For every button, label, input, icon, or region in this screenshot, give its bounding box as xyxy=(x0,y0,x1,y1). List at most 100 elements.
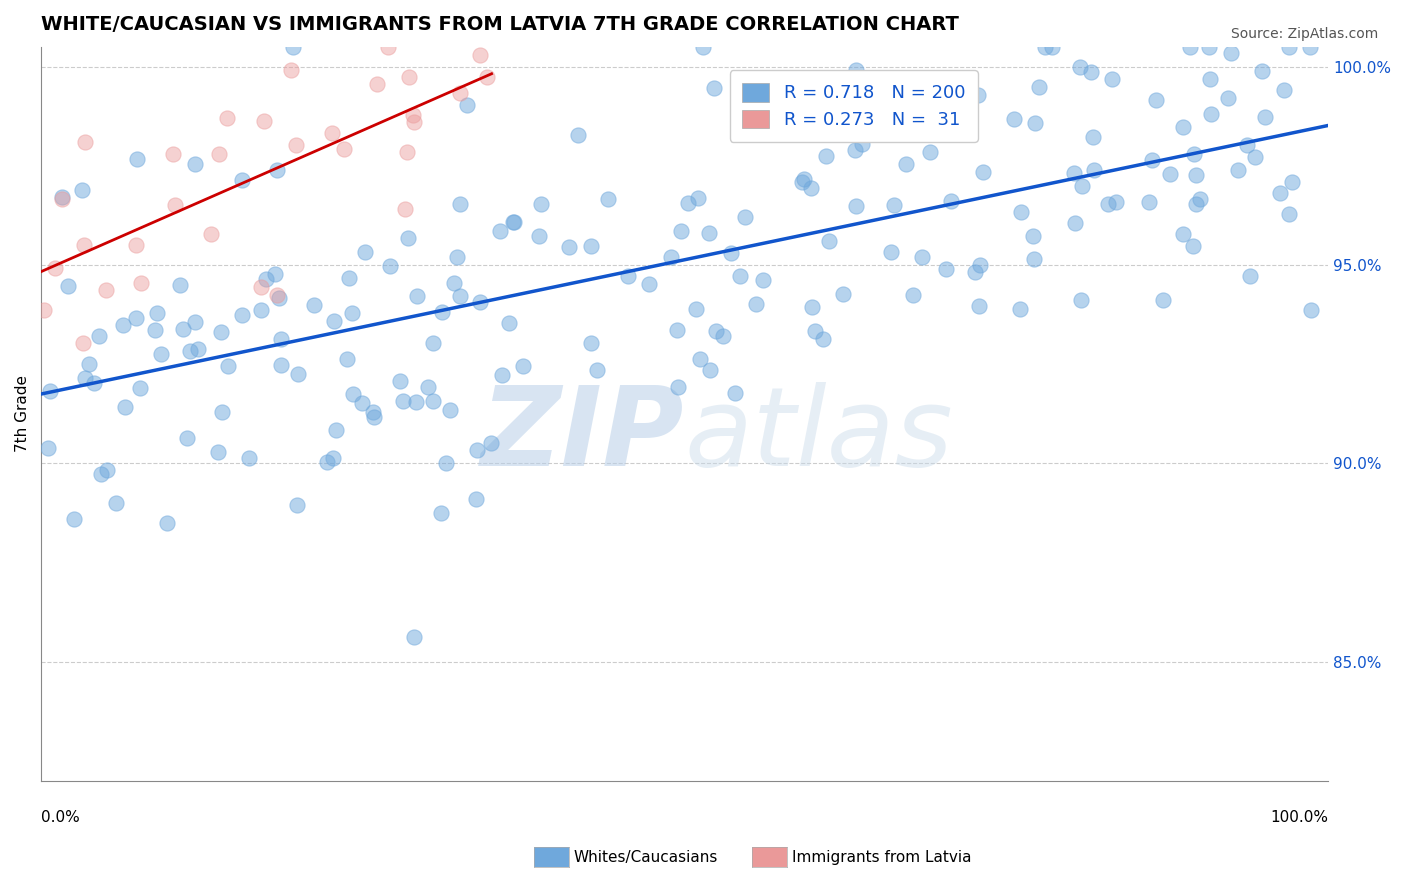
Point xyxy=(250,280,273,294)
Point xyxy=(366,77,388,91)
Point xyxy=(179,343,201,358)
Point xyxy=(734,211,756,225)
Point xyxy=(284,137,307,152)
Text: 100.0%: 100.0% xyxy=(1270,810,1329,825)
Point xyxy=(267,291,290,305)
Point xyxy=(44,260,66,275)
Point xyxy=(637,277,659,291)
Point xyxy=(530,196,553,211)
Y-axis label: 7th Grade: 7th Grade xyxy=(15,376,30,452)
Point xyxy=(169,278,191,293)
Point xyxy=(72,336,94,351)
Point xyxy=(391,393,413,408)
Point xyxy=(1083,162,1105,177)
Point xyxy=(1033,39,1056,54)
Point xyxy=(1097,197,1119,211)
Legend: R = 0.718   N = 200, R = 0.273   N =  31: R = 0.718 N = 200, R = 0.273 N = 31 xyxy=(730,70,979,142)
Text: Immigrants from Latvia: Immigrants from Latvia xyxy=(792,850,972,864)
Point xyxy=(51,193,73,207)
Point xyxy=(316,455,339,469)
Point xyxy=(200,227,222,241)
Point xyxy=(498,316,520,330)
Point xyxy=(396,231,419,245)
Point xyxy=(342,387,364,401)
Point xyxy=(706,324,728,338)
Point xyxy=(1254,110,1277,124)
Point xyxy=(238,451,260,466)
Point xyxy=(502,215,524,229)
Point xyxy=(969,299,991,313)
Point xyxy=(1080,65,1102,79)
Point xyxy=(491,368,513,382)
Point xyxy=(339,271,361,285)
Point xyxy=(1022,252,1045,266)
Point xyxy=(184,315,207,329)
Text: WHITE/CAUCASIAN VS IMMIGRANTS FROM LATVIA 7TH GRADE CORRELATION CHART: WHITE/CAUCASIAN VS IMMIGRANTS FROM LATVI… xyxy=(41,15,959,34)
Point xyxy=(90,467,112,481)
Point xyxy=(703,81,725,95)
Point xyxy=(162,147,184,161)
Point xyxy=(443,277,465,291)
Point xyxy=(1063,166,1085,180)
Point xyxy=(911,250,934,264)
Point xyxy=(402,630,425,644)
Point xyxy=(1184,147,1206,161)
Point xyxy=(125,310,148,325)
Point xyxy=(125,153,148,167)
Point xyxy=(596,192,619,206)
Point xyxy=(211,405,233,419)
Point xyxy=(676,196,699,211)
Point xyxy=(73,135,96,149)
Point xyxy=(901,287,924,301)
Point xyxy=(149,347,172,361)
Point xyxy=(39,384,62,398)
Point xyxy=(1010,204,1032,219)
Point xyxy=(396,145,419,159)
Point xyxy=(184,157,207,171)
Point xyxy=(209,325,232,339)
Point xyxy=(231,173,253,187)
Point xyxy=(304,298,326,312)
Point xyxy=(287,367,309,381)
Point xyxy=(527,228,550,243)
Point xyxy=(321,126,343,140)
Point xyxy=(1236,137,1258,152)
Point xyxy=(129,276,152,290)
Point xyxy=(503,215,526,229)
Point xyxy=(1226,163,1249,178)
Point xyxy=(1024,116,1046,130)
Point xyxy=(1140,153,1163,167)
Point xyxy=(1251,64,1274,78)
Point xyxy=(446,250,468,264)
Point xyxy=(129,381,152,395)
Point xyxy=(89,329,111,343)
Text: Whites/Caucasians: Whites/Caucasians xyxy=(574,850,718,864)
Point xyxy=(939,194,962,209)
Point xyxy=(1272,83,1295,97)
Point xyxy=(586,363,609,377)
Point xyxy=(217,359,239,373)
Point xyxy=(1216,91,1239,105)
Text: 0.0%: 0.0% xyxy=(41,810,80,825)
Point xyxy=(1239,269,1261,284)
Point xyxy=(668,380,690,394)
Point xyxy=(790,175,813,189)
Point xyxy=(231,308,253,322)
Point xyxy=(1105,194,1128,209)
Point xyxy=(56,279,79,293)
Point xyxy=(659,250,682,264)
Point xyxy=(793,171,815,186)
Point xyxy=(1281,175,1303,189)
Point xyxy=(172,321,194,335)
Point xyxy=(688,191,710,205)
Point xyxy=(73,238,96,252)
Point xyxy=(37,441,59,455)
Point xyxy=(165,197,187,211)
Point xyxy=(270,358,292,372)
Point xyxy=(336,351,359,366)
Point xyxy=(439,403,461,417)
Point xyxy=(249,302,271,317)
Point xyxy=(430,506,453,520)
Point xyxy=(208,146,231,161)
Point xyxy=(1185,196,1208,211)
